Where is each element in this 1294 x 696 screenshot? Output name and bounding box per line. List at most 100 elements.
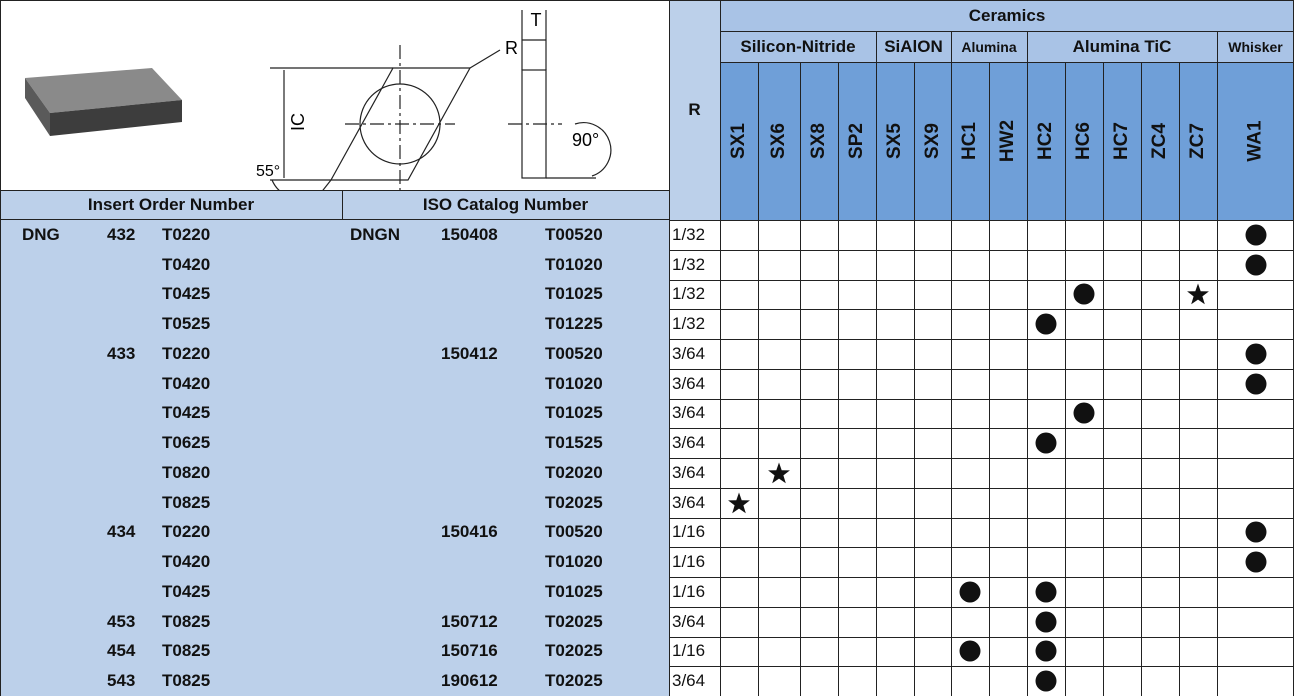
grade-header: HC2	[1027, 62, 1065, 220]
insert-photo	[25, 68, 182, 136]
r-value: 3/64	[672, 343, 706, 363]
group-header: SiAlON	[884, 36, 943, 56]
circle-mark	[959, 640, 981, 662]
label-ic: IC	[288, 113, 308, 131]
insert-part: 454	[107, 641, 136, 661]
iso-part: T01025	[545, 581, 603, 601]
grid-line	[669, 398, 1294, 400]
grid-line	[1217, 62, 1218, 696]
iso-part: 150412	[441, 343, 498, 363]
grid-line	[669, 666, 1294, 668]
grade-header: SX8	[800, 62, 838, 220]
iso-part: T01020	[545, 254, 603, 274]
grade-name: HC1	[959, 121, 981, 161]
iso-part: T01525	[545, 433, 603, 453]
grade-header: ZC7	[1179, 62, 1217, 220]
r-header-bg	[669, 0, 720, 220]
grade-name: SP2	[845, 123, 867, 159]
label-55: 55°	[256, 163, 280, 180]
iso-part: DNGN	[350, 224, 401, 244]
circle-mark	[1035, 670, 1057, 692]
insert-diagram: T R IC 90° 55°	[25, 10, 612, 190]
insert-part: 453	[107, 611, 136, 631]
circle-mark	[1035, 640, 1057, 662]
grid-line	[951, 62, 952, 696]
insert-part: 543	[107, 671, 136, 691]
grade-name: SX6	[767, 123, 789, 159]
left-bg	[0, 190, 669, 696]
grid-line	[1141, 62, 1142, 696]
insert-part: 434	[107, 522, 136, 542]
insert-part: T0525	[162, 314, 211, 334]
grade-name: SX8	[807, 123, 829, 159]
grid-line	[720, 31, 1294, 32]
grade-header: SX5	[876, 62, 914, 220]
iso-part: T02025	[545, 671, 603, 691]
header-r: R	[688, 100, 701, 119]
iso-part: T00520	[545, 522, 603, 542]
grid-line	[669, 487, 1294, 489]
grid-line	[876, 62, 877, 696]
grade-header: SP2	[838, 62, 876, 220]
grade-name: ZC7	[1187, 123, 1208, 159]
grid-line	[1217, 31, 1218, 62]
grid-line	[342, 190, 343, 220]
grid-line	[669, 428, 1294, 430]
circle-mark	[959, 581, 981, 603]
iso-part: T02020	[545, 462, 603, 482]
grid-line	[1103, 62, 1104, 696]
grade-name: SX9	[921, 123, 943, 159]
r-value: 3/64	[672, 433, 706, 453]
grade-header: HC6	[1065, 62, 1103, 220]
insert-part: T0825	[162, 611, 211, 631]
insert-part: T0220	[162, 224, 211, 244]
insert-part: T0625	[162, 433, 211, 453]
grid-line	[1027, 62, 1028, 696]
grid-line	[0, 0, 1, 696]
r-value: 1/32	[672, 254, 706, 274]
iso-part: T02025	[545, 641, 603, 661]
header-iso: ISO Catalog Number	[422, 195, 589, 214]
star-mark	[1187, 283, 1209, 305]
group-header: Alumina	[961, 38, 1017, 55]
grid-line	[720, 0, 721, 696]
grid-line	[669, 368, 1294, 370]
grade-header: HW2	[989, 62, 1027, 220]
iso-part: T01025	[545, 284, 603, 304]
grid-line	[669, 577, 1294, 578]
insert-part: DNG	[22, 224, 60, 244]
circle-mark	[1035, 581, 1057, 603]
header-insert: Insert Order Number	[87, 195, 255, 214]
circle-mark	[1245, 551, 1266, 573]
insert-part: T0425	[162, 581, 211, 601]
iso-part: T01020	[545, 552, 603, 572]
insert-part: T0420	[162, 254, 211, 274]
iso-part: T02025	[545, 611, 603, 631]
grid-line	[758, 62, 759, 696]
insert-part: T0220	[162, 522, 211, 542]
grid-line	[1027, 31, 1028, 62]
grid-line	[0, 0, 1294, 1]
group-header: Silicon-Nitride	[740, 36, 856, 56]
header-ceramics: Ceramics	[968, 5, 1046, 25]
grid-line	[669, 547, 1294, 549]
grid-line	[0, 219, 669, 220]
grade-name: HC6	[1073, 121, 1095, 161]
label-90: 90°	[572, 130, 599, 150]
r-value: 3/64	[672, 373, 706, 393]
r-value: 3/64	[672, 403, 706, 423]
iso-part: 150712	[441, 611, 498, 631]
circle-mark	[1035, 313, 1057, 335]
grade-header: HC7	[1103, 62, 1141, 220]
grid-line	[669, 309, 1294, 311]
iso-part: T01225	[545, 314, 603, 334]
r-value: 1/16	[672, 581, 706, 601]
iso-part: 150716	[441, 641, 498, 661]
r-value: 3/64	[672, 462, 706, 482]
grid-line	[914, 62, 915, 696]
circle-mark	[1245, 224, 1266, 246]
grades-bg	[720, 62, 1294, 220]
grade-header: SX9	[914, 62, 951, 220]
iso-part: 150416	[441, 522, 498, 542]
